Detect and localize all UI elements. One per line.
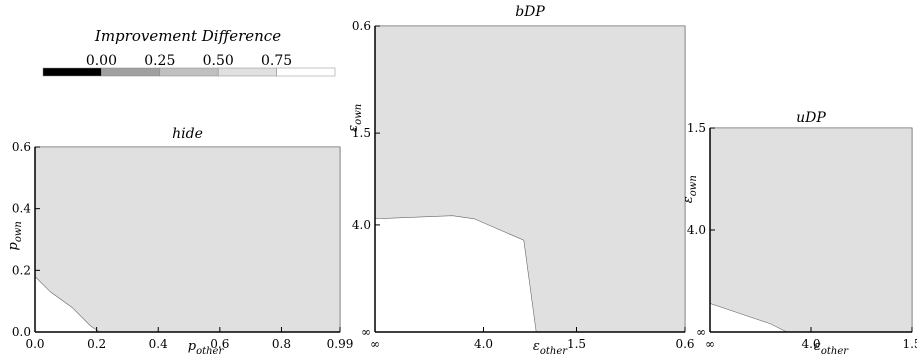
- x-tick-label: 4.0: [801, 337, 820, 351]
- chart-udp: uDP ∞ 4.0 1.5 ∞ 4.0 1.5 εother εown: [681, 110, 917, 356]
- x-tick-label: 0.2: [87, 337, 106, 351]
- legend-swatch: [101, 67, 161, 77]
- chart-title: hide: [172, 126, 203, 142]
- legend-tick-label: 0.25: [144, 53, 175, 69]
- x-tick-label: 0.4: [149, 337, 168, 351]
- legend-swatch: [217, 67, 277, 77]
- axis-label: εother: [533, 339, 568, 356]
- x-tick-label: 1.5: [567, 337, 586, 351]
- contour-region-0.75: [34, 146, 341, 333]
- y-tick-label: 0.4: [12, 202, 31, 216]
- legend-swatch: [276, 67, 336, 77]
- legend-swatch: [159, 67, 219, 77]
- y-tick-label: 0.0: [12, 325, 31, 339]
- chart-title: bDP: [515, 4, 545, 20]
- y-tick-label: ∞: [361, 325, 371, 339]
- legend-tick-label: 0.00: [86, 53, 117, 69]
- chart-title: uDP: [796, 110, 826, 126]
- x-tick-label: 0.0: [25, 337, 44, 351]
- y-tick-label: 1.5: [352, 126, 371, 140]
- legend-colorbar: [42, 67, 336, 77]
- y-tick-label: ∞: [696, 325, 706, 339]
- axis-label: εother: [814, 339, 849, 356]
- x-tick-label: 4.0: [474, 337, 493, 351]
- y-tick-label: 4.0: [352, 218, 371, 232]
- x-tick-label: 1.5: [902, 337, 917, 351]
- contour-region-0.75: [374, 25, 686, 333]
- x-tick-label: ∞: [705, 337, 715, 351]
- x-tick-label: ∞: [370, 337, 380, 351]
- legend: Improvement Difference 0.00 0.25 0.50 0.75: [42, 27, 336, 77]
- x-tick-label: 0.6: [675, 337, 694, 351]
- legend-swatch: [42, 67, 102, 77]
- legend-tick-label: 0.75: [261, 53, 292, 69]
- contour-region-0.75: [709, 127, 913, 333]
- x-tick-label: 0.8: [272, 337, 291, 351]
- y-tick-label: 4.0: [687, 223, 706, 237]
- y-tick-label: 1.5: [687, 121, 706, 135]
- y-tick-label: 0.6: [352, 19, 371, 33]
- axis-label: εown: [681, 175, 699, 203]
- chart-bdp: bDP ∞ 4.0 1.5 0.6 ∞ 4.0 1.5 0.6 εother εown: [346, 4, 695, 356]
- x-tick-label: 0.99: [327, 337, 354, 351]
- axis-label: εown: [346, 104, 364, 132]
- y-tick-label: 0.2: [12, 263, 31, 277]
- legend-title: Improvement Difference: [94, 27, 281, 45]
- x-tick-label: 0.6: [210, 337, 229, 351]
- legend-tick-labels: 0.00 0.25 0.50 0.75: [86, 53, 292, 69]
- y-tick-label: 0.6: [12, 140, 31, 154]
- legend-tick-label: 0.50: [203, 53, 234, 69]
- axis-label: pother: [188, 339, 225, 356]
- axis-label: pown: [6, 221, 24, 250]
